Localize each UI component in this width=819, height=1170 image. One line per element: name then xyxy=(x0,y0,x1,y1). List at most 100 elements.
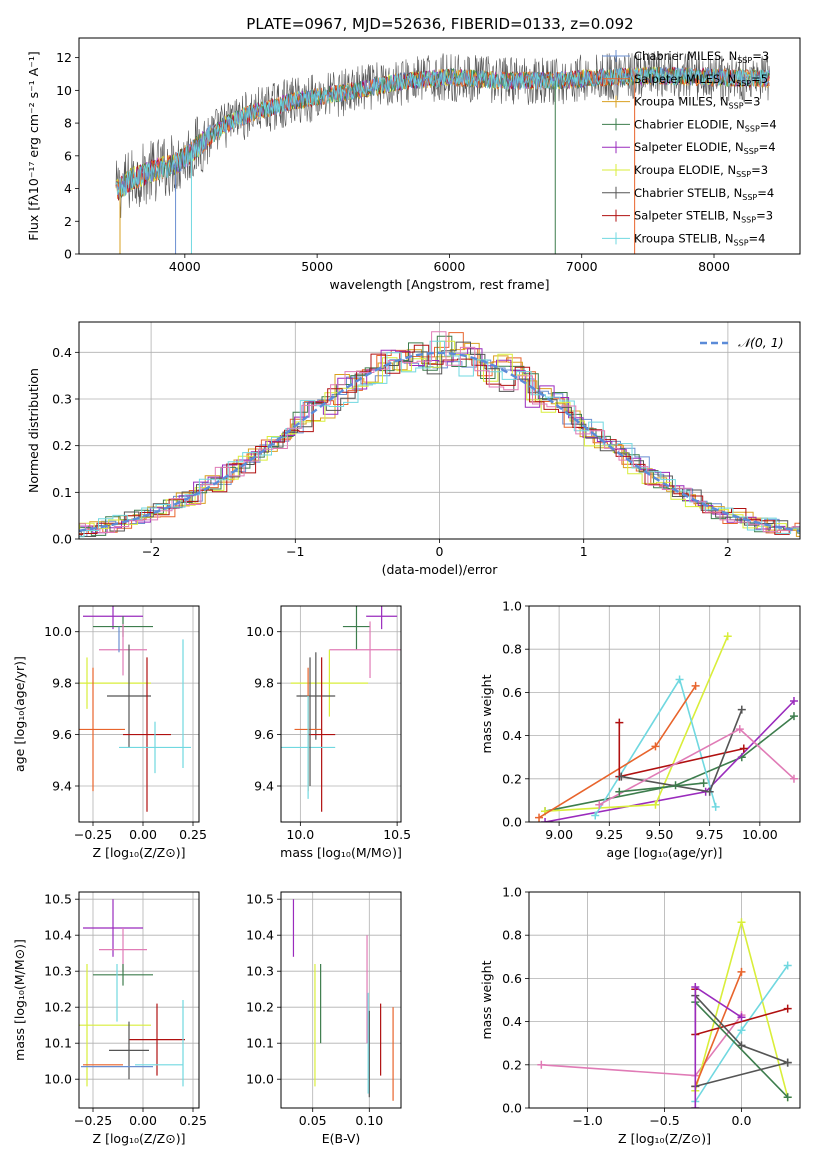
y-tick-label: 10.2 xyxy=(246,1000,274,1015)
weight-marker xyxy=(541,818,550,822)
weight-marker xyxy=(535,813,544,822)
x-tick-label: 9.75 xyxy=(696,827,724,842)
y-tick-label: 0.3 xyxy=(52,392,72,407)
weight-marker xyxy=(739,744,748,753)
weight-marker xyxy=(783,1058,792,1067)
y-tick-label: 9.8 xyxy=(52,676,72,691)
x-tick-label: −0.25 xyxy=(74,1113,112,1128)
x-axis-label: wavelength [Angstrom, rest frame] xyxy=(329,277,549,292)
y-tick-label: 0.8 xyxy=(502,928,522,943)
y-tick-label: 10.0 xyxy=(44,1072,72,1087)
mass-vs-metallicity-panel: −0.25 0.00 0.25 10.0 10.1 10.2 10.3 10.4 10.5 Z [… xyxy=(12,891,207,1146)
legend-label: Chabrier ELODIE, NSSP=4 xyxy=(634,117,777,133)
y-tick-label: 1.0 xyxy=(502,599,522,614)
x-tick-label: 9.50 xyxy=(646,827,674,842)
weight-marker xyxy=(615,718,624,727)
weight-line xyxy=(695,1061,788,1088)
x-tick-label: −0.5 xyxy=(649,1113,679,1128)
weight-marker xyxy=(595,800,604,809)
weight-marker xyxy=(783,961,792,970)
weight-marker xyxy=(691,681,700,690)
y-tick-label: 1.0 xyxy=(502,885,522,900)
weight-marker xyxy=(737,1026,746,1035)
spectrum-panel: 4000 5000 6000 7000 8000 0 2 4 6 8 10 12 wavelength … xyxy=(26,37,801,292)
x-tick-label: 10.5 xyxy=(383,827,411,842)
legend-label: Salpeter STELIB, NSSP=3 xyxy=(634,209,773,225)
x-tick-label: 8000 xyxy=(698,259,730,274)
y-tick-label: 12 xyxy=(56,50,72,65)
weight-marker xyxy=(737,918,746,927)
weight-marker xyxy=(705,787,714,796)
legend-label: Salpeter ELODIE, NSSP=4 xyxy=(634,140,776,156)
weight-marker xyxy=(737,967,746,976)
weight-line xyxy=(619,782,704,793)
y-tick-label: 0.2 xyxy=(502,1057,522,1072)
y-tick-label: 0.4 xyxy=(502,728,522,743)
x-tick-label: 9.00 xyxy=(545,827,573,842)
y-tick-label: 4 xyxy=(64,181,72,196)
y-tick-label: 0.4 xyxy=(52,345,72,360)
y-tick-label: 6 xyxy=(64,148,72,163)
x-axis-label: Z [log₁₀(Z/Z⊙)] xyxy=(93,845,186,860)
spectrum-line xyxy=(115,66,770,200)
x-axis-label: mass [log₁₀(M/M⊙)] xyxy=(280,845,402,860)
weight-marker xyxy=(737,1013,746,1022)
axes-frame xyxy=(280,891,402,1109)
age-vs-metallicity-panel: −0.25 0.00 0.25 9.4 9.6 9.8 10.0 Z [log₁₀(Z/Z⊙)… xyxy=(12,605,207,860)
legend-label: Kroupa ELODIE, NSSP=3 xyxy=(634,163,768,179)
figure-title: PLATE=0967, MJD=52636, FIBERID=0133, z=0… xyxy=(246,15,633,33)
weight-marker xyxy=(617,772,626,781)
y-tick-label: 9.6 xyxy=(52,727,72,742)
x-tick-label: 0.0 xyxy=(732,1113,752,1128)
histogram-step xyxy=(79,348,800,534)
plot-area xyxy=(115,51,770,254)
y-tick-label: 10.3 xyxy=(44,964,72,979)
weight-marker xyxy=(537,1060,546,1069)
x-tick-label: 2 xyxy=(724,544,732,559)
weight-marker xyxy=(651,800,660,809)
y-tick-label: 0.2 xyxy=(502,771,522,786)
weight-marker xyxy=(737,1041,746,1050)
plot-area xyxy=(79,899,185,1087)
weight-marker xyxy=(691,983,700,992)
x-tick-label: 0.25 xyxy=(179,1113,207,1128)
weight-marker xyxy=(783,1093,792,1102)
weight-vs-age-panel: 9.00 9.25 9.50 9.75 10.00 0.0 0.2 0.4 0.6 0.8 1.0 a… xyxy=(479,599,801,860)
weight-marker xyxy=(651,742,660,751)
x-tick-label: −1 xyxy=(286,544,304,559)
axes-frame xyxy=(78,37,801,255)
spectrum-line xyxy=(115,67,770,197)
y-axis-label: mass [log₁₀(M/M⊙)] xyxy=(12,939,27,1061)
x-tick-label: 0.05 xyxy=(299,1113,327,1128)
weight-marker xyxy=(783,1004,792,1013)
x-tick-label: 0.25 xyxy=(179,827,207,842)
weight-marker xyxy=(789,712,798,721)
legend-label: Salpeter MILES, NSSP=5 xyxy=(634,72,768,88)
y-tick-label: 10.4 xyxy=(246,928,274,943)
plot-area xyxy=(281,606,401,812)
x-tick-label: 4000 xyxy=(169,259,201,274)
legend-label: Kroupa STELIB, NSSP=4 xyxy=(634,231,765,247)
y-tick-label: 9.6 xyxy=(254,727,274,742)
y-tick-label: 10.0 xyxy=(44,624,72,639)
weight-line xyxy=(618,722,744,778)
legend-label: Kroupa MILES, NSSP=3 xyxy=(634,95,760,111)
y-tick-label: 10.5 xyxy=(246,892,274,907)
weight-marker xyxy=(675,675,684,684)
y-axis-label: mass weight xyxy=(479,674,494,753)
y-tick-label: 0.0 xyxy=(502,1101,522,1116)
x-tick-label: 9.25 xyxy=(595,827,623,842)
mass-vs-extinction-panel: 0.05 0.10 10.0 10.1 10.2 10.3 10.4 10.5 E(B-V) xyxy=(246,891,402,1146)
y-tick-label: 0 xyxy=(64,247,72,262)
weight-marker xyxy=(699,779,708,788)
plot-area xyxy=(535,632,798,822)
histogram-step xyxy=(79,340,800,538)
x-axis-label: (data-model)/error xyxy=(382,562,499,577)
weight-marker xyxy=(789,774,798,783)
weight-marker xyxy=(737,705,746,714)
y-tick-label: 0.0 xyxy=(52,532,72,547)
y-tick-label: 10.2 xyxy=(44,1000,72,1015)
x-tick-label: 0.10 xyxy=(355,1113,383,1128)
weight-marker xyxy=(735,725,744,734)
